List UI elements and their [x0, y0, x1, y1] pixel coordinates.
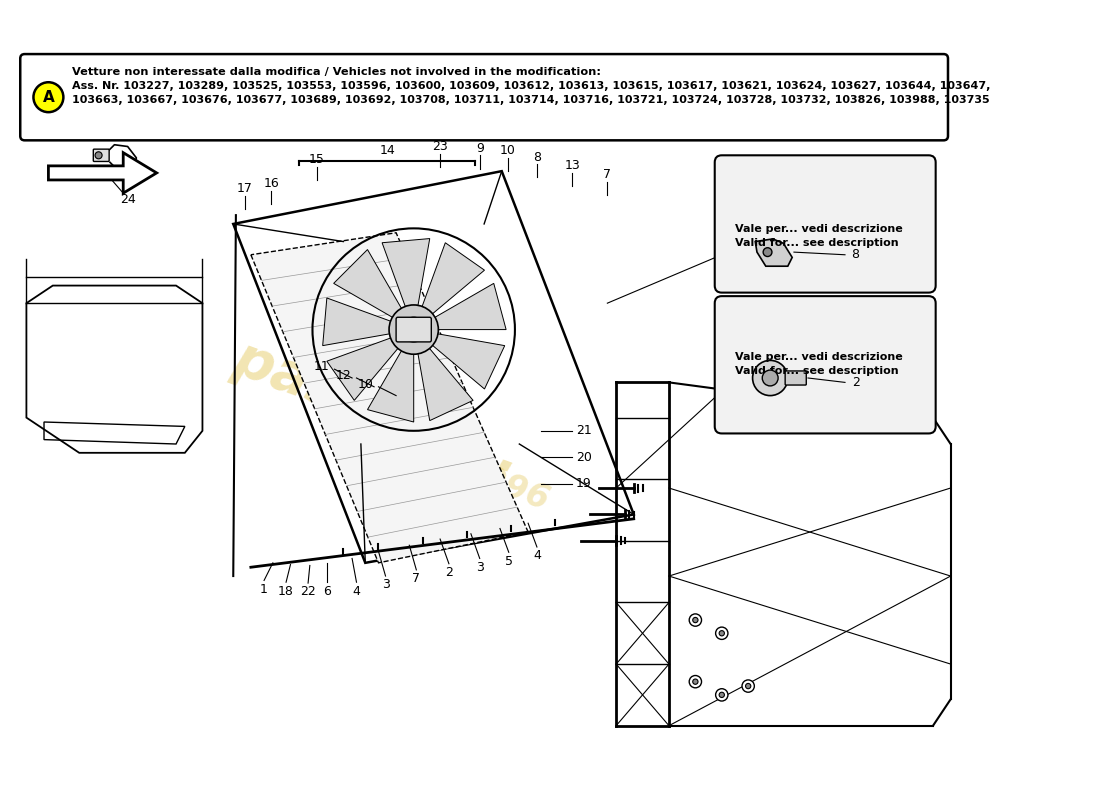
Text: 19: 19 — [575, 477, 592, 490]
Polygon shape — [322, 298, 390, 346]
Circle shape — [752, 360, 788, 395]
Text: 1: 1 — [260, 582, 268, 596]
Text: Vale per... vedi descrizione
Valid for... see description: Vale per... vedi descrizione Valid for..… — [735, 224, 903, 248]
Text: 4: 4 — [534, 550, 541, 562]
Circle shape — [33, 82, 64, 112]
Circle shape — [719, 630, 725, 636]
Circle shape — [746, 683, 751, 689]
Text: 2: 2 — [446, 566, 453, 579]
Text: Ass. Nr. 103227, 103289, 103525, 103553, 103596, 103600, 103609, 103612, 103613,: Ass. Nr. 103227, 103289, 103525, 103553,… — [73, 82, 991, 91]
Text: 20: 20 — [575, 450, 592, 464]
Circle shape — [762, 370, 778, 386]
Text: 6: 6 — [323, 585, 331, 598]
Text: 10: 10 — [358, 378, 373, 390]
Text: Vale per... vedi descrizione
Valid for... see description: Vale per... vedi descrizione Valid for..… — [735, 351, 903, 375]
Text: depuis 1996: depuis 1996 — [327, 406, 554, 517]
FancyBboxPatch shape — [715, 296, 936, 434]
Polygon shape — [367, 351, 414, 422]
Text: 17: 17 — [236, 182, 253, 195]
Text: 14: 14 — [379, 143, 395, 157]
Polygon shape — [48, 153, 156, 193]
Circle shape — [693, 679, 698, 684]
Polygon shape — [333, 250, 402, 318]
Circle shape — [742, 680, 755, 692]
Text: 21: 21 — [575, 424, 592, 438]
Text: Vetture non interessate dalla modifica / Vehicles not involved in the modificati: Vetture non interessate dalla modifica /… — [73, 67, 602, 78]
Circle shape — [719, 692, 725, 698]
Text: 8: 8 — [532, 150, 541, 163]
Text: 11: 11 — [314, 360, 329, 373]
Text: 3: 3 — [476, 561, 484, 574]
Text: 4: 4 — [352, 585, 361, 598]
Polygon shape — [251, 233, 528, 563]
Text: 7: 7 — [603, 168, 612, 181]
Polygon shape — [422, 242, 484, 314]
Text: 16: 16 — [263, 177, 279, 190]
Circle shape — [690, 675, 702, 688]
Circle shape — [402, 318, 426, 342]
FancyBboxPatch shape — [785, 371, 806, 385]
Text: 23: 23 — [432, 140, 448, 153]
Circle shape — [716, 627, 728, 639]
Polygon shape — [418, 349, 473, 421]
Text: 13: 13 — [564, 159, 580, 172]
Polygon shape — [327, 338, 398, 400]
Polygon shape — [382, 238, 430, 306]
Text: 5: 5 — [505, 554, 513, 567]
Text: 10: 10 — [499, 144, 516, 158]
Text: 24: 24 — [120, 193, 135, 206]
Text: 18: 18 — [278, 585, 294, 598]
FancyBboxPatch shape — [94, 149, 109, 162]
Text: 2: 2 — [851, 376, 859, 389]
Text: 22: 22 — [300, 586, 316, 598]
Text: 9: 9 — [476, 142, 484, 154]
Text: A: A — [43, 90, 54, 105]
Text: 3: 3 — [382, 578, 389, 591]
FancyBboxPatch shape — [715, 155, 936, 293]
FancyBboxPatch shape — [396, 318, 431, 342]
Polygon shape — [434, 283, 506, 330]
Circle shape — [95, 152, 102, 159]
Polygon shape — [432, 334, 505, 389]
Polygon shape — [756, 239, 792, 266]
Circle shape — [693, 618, 698, 622]
Circle shape — [763, 248, 772, 257]
Text: 7: 7 — [412, 572, 420, 585]
Text: 8: 8 — [851, 248, 859, 262]
Text: 12: 12 — [336, 369, 351, 382]
Circle shape — [716, 689, 728, 701]
Text: 15: 15 — [309, 154, 324, 166]
Circle shape — [389, 305, 438, 354]
Circle shape — [690, 614, 702, 626]
Text: passion...: passion... — [227, 331, 530, 486]
FancyBboxPatch shape — [20, 54, 948, 140]
Text: 103663, 103667, 103676, 103677, 103689, 103692, 103708, 103711, 103714, 103716, : 103663, 103667, 103676, 103677, 103689, … — [73, 95, 990, 106]
